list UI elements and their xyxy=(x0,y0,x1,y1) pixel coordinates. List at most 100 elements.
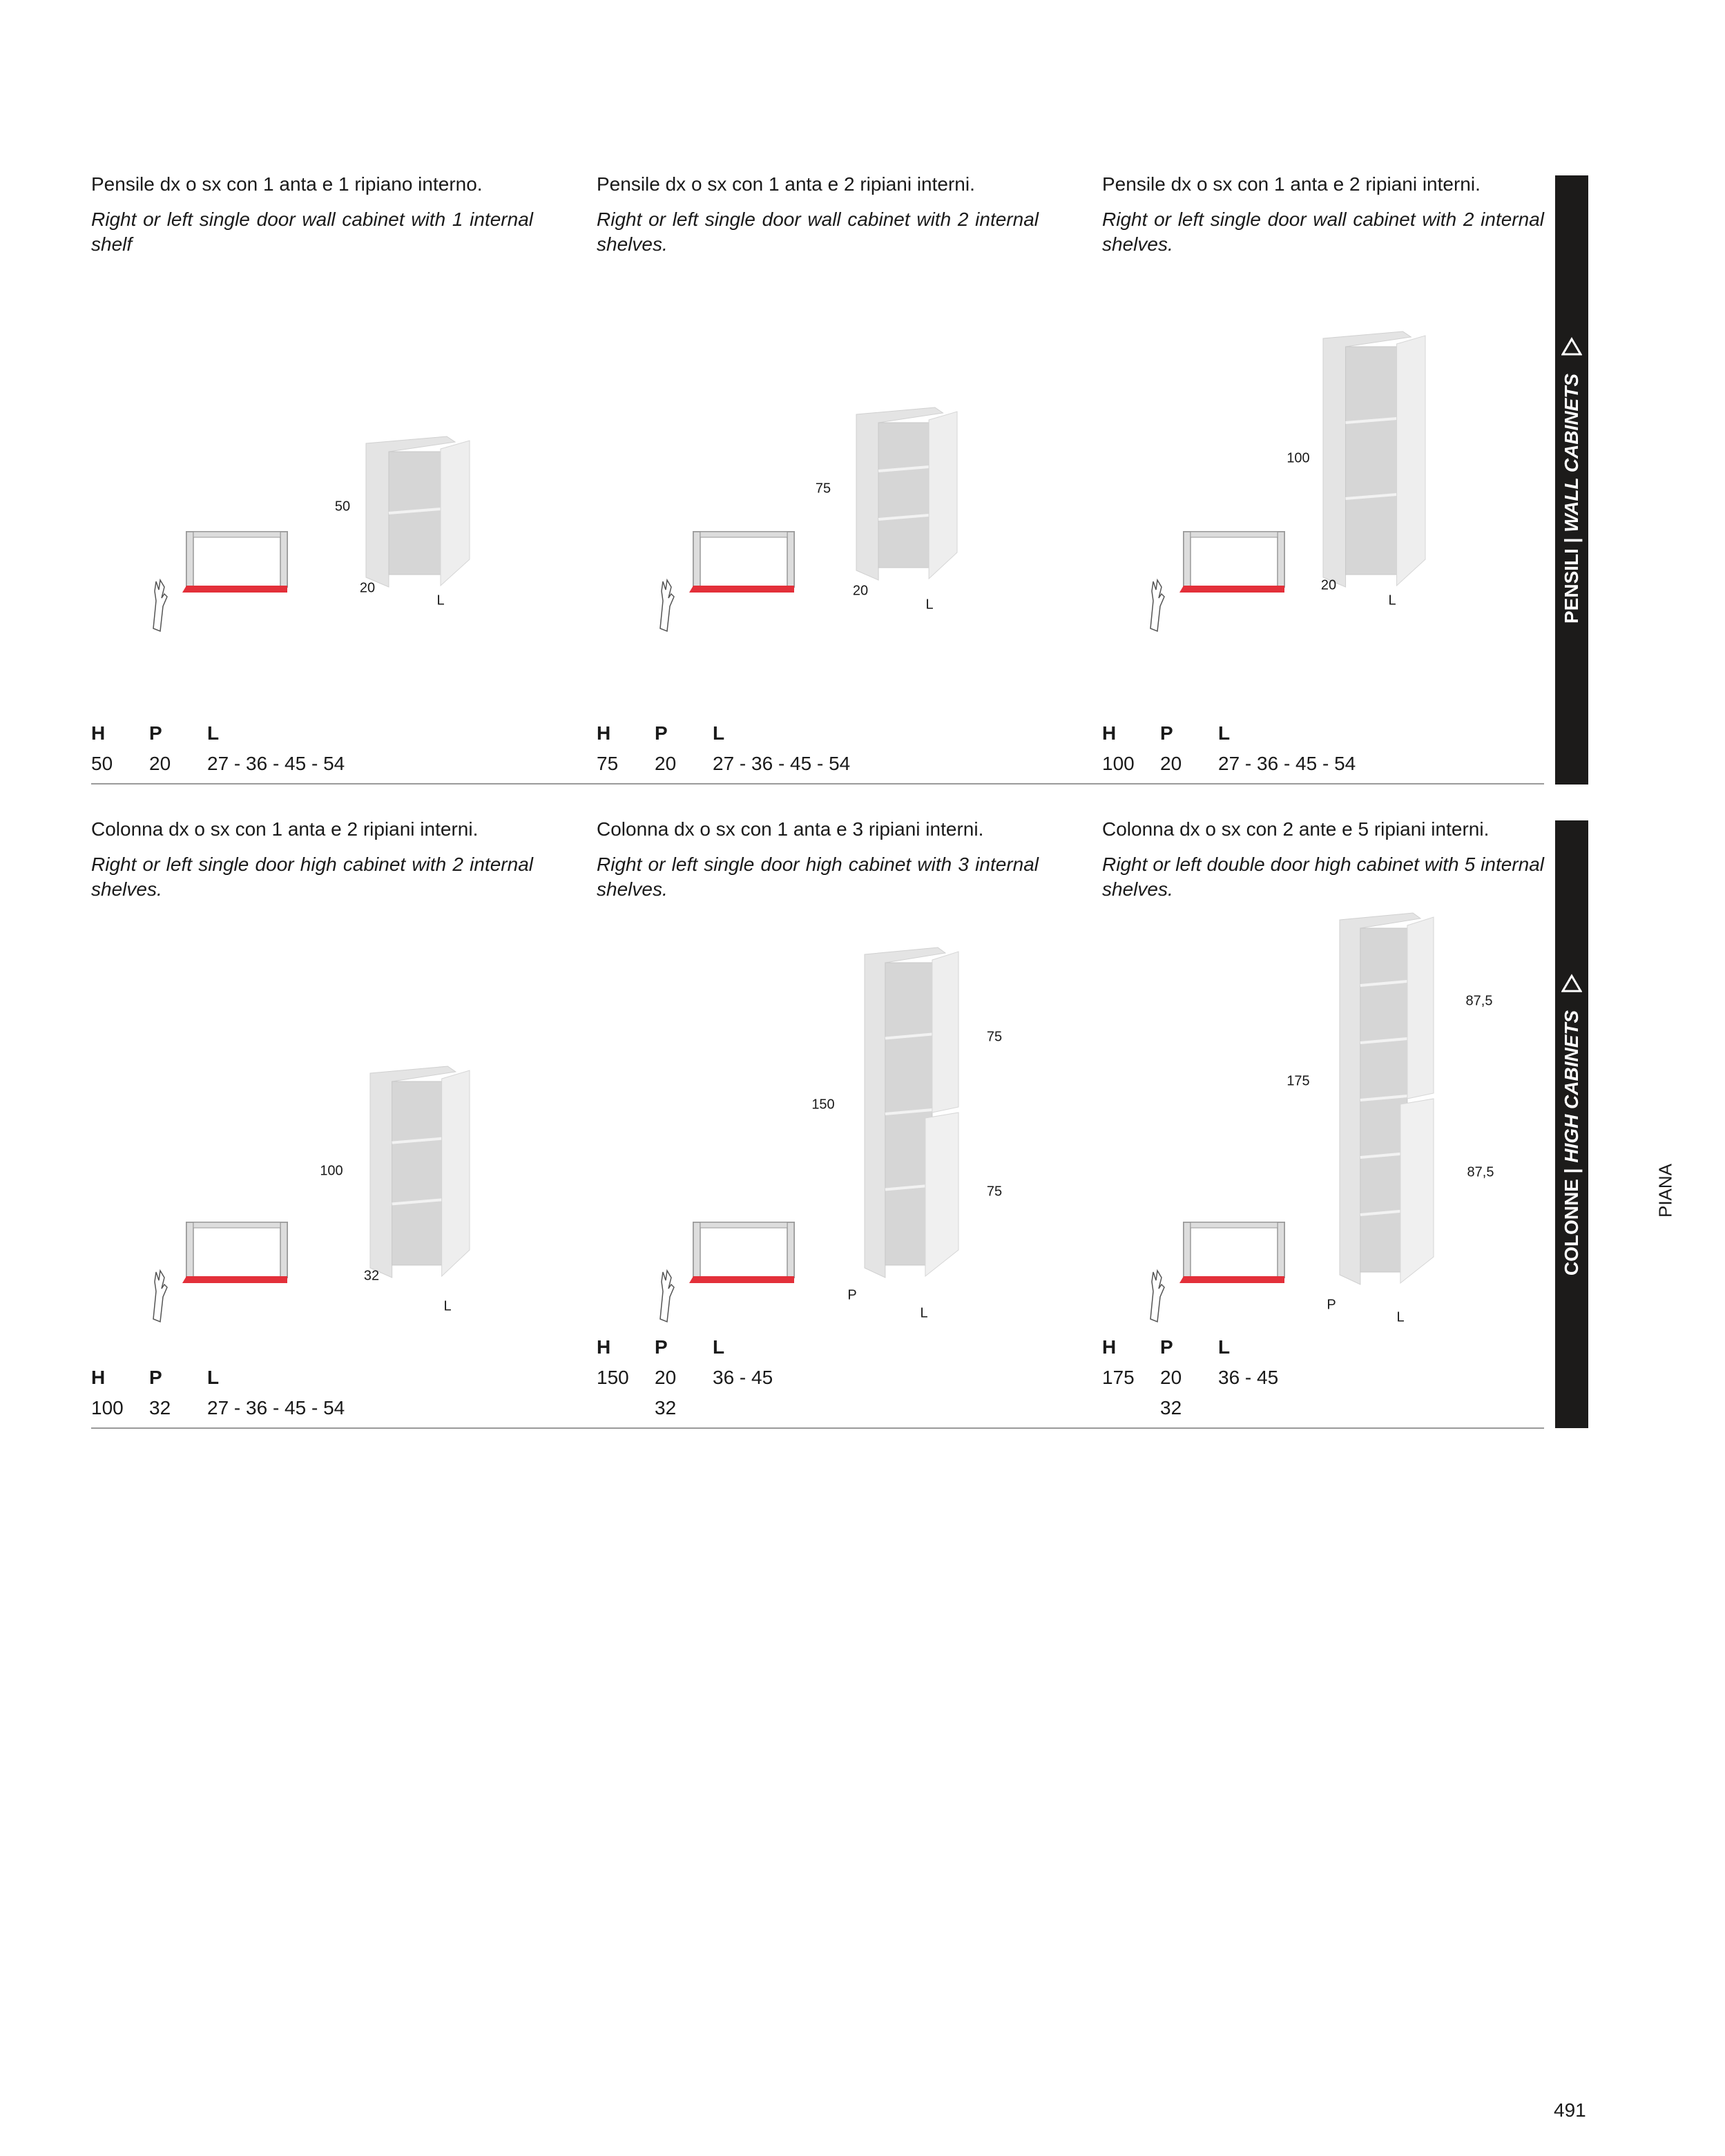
section-tab-high-cabinets: COLONNE | HIGH CABINETS xyxy=(1555,820,1588,1428)
spec-row: 100 20 27 - 36 - 45 - 54 xyxy=(1102,749,1544,779)
plan-view-icon xyxy=(182,531,288,593)
spec-header: H xyxy=(1102,1336,1117,1358)
dimension-label: 87,5 xyxy=(1465,993,1493,1009)
dimension-label: P xyxy=(1327,1297,1336,1313)
spec-value xyxy=(1102,1393,1160,1423)
product-item: Colonna dx o sx con 1 anta e 3 ripiani i… xyxy=(597,818,1039,1427)
dimension-label: 150 xyxy=(811,1097,835,1113)
plan-view-icon xyxy=(689,1222,795,1283)
spec-value: 100 xyxy=(1102,753,1135,774)
spec-value: 50 xyxy=(91,753,113,774)
cabinet-icon xyxy=(856,407,958,581)
product-title-it: Colonna dx o sx con 1 anta e 2 ripiani i… xyxy=(91,818,479,840)
spec-header: P xyxy=(1160,1336,1173,1358)
dimension-label: 50 xyxy=(334,499,351,514)
product-drawing xyxy=(659,407,958,633)
spec-header: P xyxy=(655,1336,668,1358)
spec-row: 50 20 27 - 36 - 45 - 54 xyxy=(91,749,533,779)
dimension-label: 20 xyxy=(852,583,869,599)
collection-label: PIANA xyxy=(1655,1163,1676,1218)
spec-header: H xyxy=(597,722,611,744)
cabinet-icon xyxy=(369,1066,470,1278)
tab-label-it: COLONNE | xyxy=(1561,1168,1582,1276)
spec-row: 175 20 36 - 45 xyxy=(1102,1363,1544,1393)
plan-view-icon xyxy=(689,531,795,593)
spec-value: 100 xyxy=(91,1397,124,1418)
cabinet-icon xyxy=(864,947,959,1278)
tab-label-it: PENSILI | xyxy=(1561,537,1582,624)
product-item: Colonna dx o sx con 2 ante e 5 ripiani i… xyxy=(1102,818,1544,1427)
spec-value: 27 - 36 - 45 - 54 xyxy=(207,1397,345,1418)
tab-label-en: HIGH CABINETS xyxy=(1561,1010,1582,1163)
spec-value: 36 - 45 xyxy=(713,1367,773,1388)
spec-value xyxy=(1218,1393,1544,1423)
dimension-label: L xyxy=(436,593,445,608)
product-drawing xyxy=(153,436,470,633)
spec-value xyxy=(597,1393,655,1423)
product-title-en: Right or left single door high cabinet w… xyxy=(91,854,533,900)
product-title-en: Right or left double door high cabinet w… xyxy=(1102,854,1544,900)
hand-icon xyxy=(659,578,675,633)
spec-row: 75 20 27 - 36 - 45 - 54 xyxy=(597,749,1039,779)
dimension-label: L xyxy=(1396,1309,1405,1325)
spec-value: 27 - 36 - 45 - 54 xyxy=(1218,753,1356,774)
tab-label-en: WALL CABINETS xyxy=(1561,373,1582,532)
spec-header: H xyxy=(91,1367,106,1388)
product-item: Pensile dx o sx con 1 anta e 2 ripiani i… xyxy=(597,173,1039,783)
spec-table: H P L 75 20 27 - 36 - 45 - 54 xyxy=(597,718,1039,783)
hand-icon xyxy=(1150,1269,1165,1323)
spec-value: 20 xyxy=(1160,753,1182,774)
spec-row: 32 xyxy=(1102,1393,1544,1423)
spec-value: 32 xyxy=(149,1397,171,1418)
spec-row: 150 20 36 - 45 xyxy=(597,1363,1039,1393)
product-item: Pensile dx o sx con 1 anta e 1 ripiano i… xyxy=(91,173,533,783)
spec-row: 100 32 27 - 36 - 45 - 54 xyxy=(91,1393,533,1423)
spec-header: L xyxy=(1218,1336,1231,1358)
row-divider xyxy=(91,1427,1544,1429)
spec-value: 27 - 36 - 45 - 54 xyxy=(713,753,851,774)
product-title-it: Colonna dx o sx con 2 ante e 5 ripiani i… xyxy=(1102,818,1490,840)
spec-value: 27 - 36 - 45 - 54 xyxy=(207,753,345,774)
plan-view-icon xyxy=(182,1222,288,1283)
spec-value: 32 xyxy=(1160,1397,1182,1418)
spec-value: 150 xyxy=(597,1367,629,1388)
spec-header: H xyxy=(1102,722,1117,744)
product-title-it: Pensile dx o sx con 1 anta e 1 ripiano i… xyxy=(91,173,483,195)
spec-value: 20 xyxy=(1160,1367,1182,1388)
cabinet-icon xyxy=(1322,331,1426,588)
spec-header: L xyxy=(1218,722,1231,744)
product-item: Pensile dx o sx con 1 anta e 2 ripiani i… xyxy=(1102,173,1544,783)
hand-icon xyxy=(153,1269,168,1323)
product-title-en: Right or left single door wall cabinet w… xyxy=(597,209,1039,255)
dimension-label: L xyxy=(925,597,934,613)
dimension-label: 87,5 xyxy=(1467,1164,1494,1180)
spec-table: H P L 50 20 27 - 36 - 45 - 54 xyxy=(91,718,533,783)
product-drawing xyxy=(153,1066,470,1323)
dimension-label: 75 xyxy=(815,481,831,497)
dimension-label: L xyxy=(920,1305,928,1321)
product-title-it: Pensile dx o sx con 1 anta e 2 ripiani i… xyxy=(1102,173,1481,195)
spec-table: H P L 100 32 27 - 36 - 45 - 54 xyxy=(91,1363,533,1427)
hand-icon xyxy=(153,578,168,633)
spec-header: P xyxy=(1160,722,1173,744)
product-title-it: Pensile dx o sx con 1 anta e 2 ripiani i… xyxy=(597,173,975,195)
spec-row: 32 xyxy=(597,1393,1039,1423)
cabinet-icon xyxy=(365,436,470,588)
dimension-label: 100 xyxy=(1286,450,1310,466)
spec-header: P xyxy=(149,722,162,744)
spec-header: H xyxy=(597,1336,611,1358)
spec-value: 36 - 45 xyxy=(1218,1367,1279,1388)
product-title-en: Right or left single door wall cabinet w… xyxy=(91,209,533,255)
product-drawing xyxy=(1150,331,1426,633)
product-item: Colonna dx o sx con 1 anta e 2 ripiani i… xyxy=(91,818,533,1427)
dimension-label: P xyxy=(847,1287,857,1303)
product-title-it: Colonna dx o sx con 1 anta e 3 ripiani i… xyxy=(597,818,984,840)
spec-value: 20 xyxy=(655,753,677,774)
dimension-label: 20 xyxy=(1320,577,1337,593)
plan-view-icon xyxy=(1179,1222,1285,1283)
spec-table: H P L 150 20 36 - 45 32 xyxy=(597,1332,1039,1427)
